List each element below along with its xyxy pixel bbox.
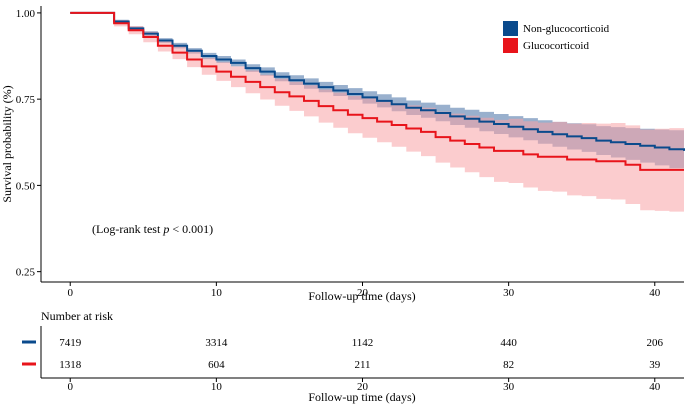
y-axis-title: Survival probability (%)	[0, 85, 14, 202]
risk-cell-non-glucocorticoid: 440	[500, 337, 517, 349]
risk-cell-non-glucocorticoid: 1142	[352, 337, 374, 349]
x-tick-label: 20	[357, 287, 369, 299]
confidence-bands	[70, 12, 684, 213]
risk-cell-non-glucocorticoid: 3314	[205, 337, 228, 349]
risk-cell-glucocorticoid: 604	[208, 359, 225, 371]
risk-cell-glucocorticoid: 39	[649, 359, 661, 371]
legend-label-glucocorticoid: Glucocorticoid	[523, 40, 589, 52]
x-tick-label: 40	[649, 287, 661, 299]
x-tick-label: 10	[211, 287, 223, 299]
survival-curve-non-glucocorticoid	[70, 11, 685, 151]
risk-table-title: Number at risk	[41, 309, 113, 323]
legend: Non-glucocorticoid Glucocorticoid	[503, 21, 610, 53]
legend-label-non-glucocorticoid: Non-glucocorticoid	[523, 23, 610, 35]
survival-curve-glucocorticoid	[70, 11, 684, 171]
legend-swatch-non-glucocorticoid	[503, 21, 518, 36]
survival-curves	[70, 11, 685, 171]
y-tick-label: 0.25	[16, 267, 36, 279]
x-ticks: 0 10 20 30 40	[67, 282, 661, 299]
x-tick-label: 0	[67, 287, 73, 299]
risk-cell-glucocorticoid: 211	[354, 359, 370, 371]
y-tick-label: 1.00	[16, 8, 36, 20]
ci-band-glucocorticoid	[70, 12, 684, 213]
risk-cell-glucocorticoid: 1318	[59, 359, 82, 371]
annotation-prefix: (Log-rank test	[92, 222, 163, 236]
risk-x-tick-label: 10	[211, 381, 223, 393]
risk-x-tick-label: 30	[503, 381, 515, 393]
risk-x-tick-label: 40	[649, 381, 661, 393]
risk-cell-glucocorticoid: 82	[503, 359, 514, 371]
risk-x-tick-label: 0	[67, 381, 73, 393]
annotation-stat: p	[162, 222, 169, 236]
risk-table-cells: 7419 3314 1142 440 206 1318 604 211 82 39	[59, 337, 663, 371]
legend-swatch-glucocorticoid	[503, 38, 518, 53]
log-rank-annotation: (Log-rank test p < 0.001)	[92, 222, 213, 236]
x-tick-label: 30	[503, 287, 515, 299]
risk-cell-non-glucocorticoid: 206	[647, 337, 664, 349]
risk-cell-non-glucocorticoid: 7419	[59, 337, 82, 349]
risk-x-tick-label: 20	[357, 381, 369, 393]
y-tick-label: 0.75	[16, 94, 36, 106]
x-axis-title: Follow-up time (days)	[308, 289, 415, 303]
risk-table-x-axis-title: Follow-up time (days)	[308, 390, 415, 404]
y-ticks: 0.25 0.50 0.75 1.00	[16, 8, 41, 279]
annotation-suffix: < 0.001)	[169, 222, 213, 236]
y-tick-label: 0.50	[16, 180, 36, 192]
risk-table-x-ticks: 0 10 20 30 40	[67, 378, 661, 393]
